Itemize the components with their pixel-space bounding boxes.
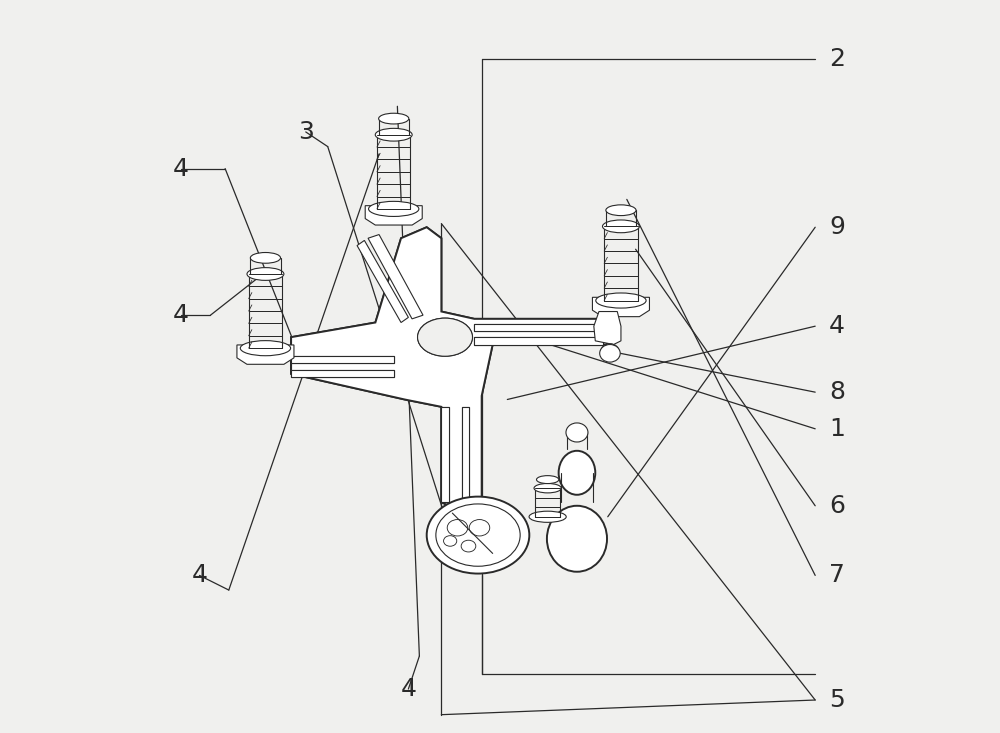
- Polygon shape: [474, 337, 603, 345]
- Text: 2: 2: [829, 47, 845, 70]
- Polygon shape: [357, 240, 408, 323]
- Polygon shape: [291, 356, 394, 363]
- Polygon shape: [441, 407, 449, 502]
- Text: 6: 6: [829, 494, 845, 517]
- Ellipse shape: [536, 476, 559, 484]
- Ellipse shape: [566, 423, 588, 442]
- Text: 4: 4: [829, 314, 845, 338]
- Ellipse shape: [250, 252, 281, 263]
- Ellipse shape: [559, 451, 595, 495]
- Text: 4: 4: [173, 157, 189, 180]
- Polygon shape: [441, 407, 449, 502]
- Polygon shape: [462, 407, 469, 502]
- Ellipse shape: [547, 506, 607, 572]
- Polygon shape: [474, 324, 603, 331]
- Ellipse shape: [529, 511, 566, 523]
- Text: 4: 4: [191, 564, 207, 587]
- Polygon shape: [474, 324, 603, 331]
- Polygon shape: [291, 227, 614, 513]
- Ellipse shape: [606, 205, 636, 216]
- Polygon shape: [368, 235, 423, 319]
- Text: 9: 9: [829, 216, 845, 239]
- Polygon shape: [365, 206, 422, 225]
- Ellipse shape: [379, 113, 409, 124]
- Polygon shape: [237, 345, 294, 364]
- Polygon shape: [592, 298, 649, 317]
- Polygon shape: [291, 227, 614, 513]
- Text: 7: 7: [829, 564, 845, 587]
- Ellipse shape: [418, 318, 473, 356]
- Polygon shape: [291, 356, 394, 363]
- Ellipse shape: [375, 128, 412, 141]
- Text: 1: 1: [829, 417, 845, 441]
- Polygon shape: [594, 312, 621, 345]
- Ellipse shape: [602, 220, 639, 232]
- Ellipse shape: [601, 344, 619, 360]
- Ellipse shape: [369, 202, 419, 216]
- Ellipse shape: [534, 484, 561, 493]
- Ellipse shape: [418, 318, 473, 356]
- Polygon shape: [462, 407, 469, 502]
- Ellipse shape: [247, 268, 284, 280]
- Text: 3: 3: [298, 120, 314, 144]
- Polygon shape: [291, 370, 394, 377]
- Ellipse shape: [436, 504, 520, 566]
- Ellipse shape: [427, 497, 529, 573]
- Text: 8: 8: [829, 380, 845, 404]
- Text: 4: 4: [173, 303, 189, 327]
- Text: 5: 5: [829, 688, 845, 712]
- Polygon shape: [291, 370, 394, 377]
- Ellipse shape: [600, 345, 620, 362]
- Polygon shape: [474, 337, 603, 345]
- Ellipse shape: [596, 293, 646, 308]
- Ellipse shape: [240, 341, 291, 356]
- Text: 4: 4: [400, 677, 416, 701]
